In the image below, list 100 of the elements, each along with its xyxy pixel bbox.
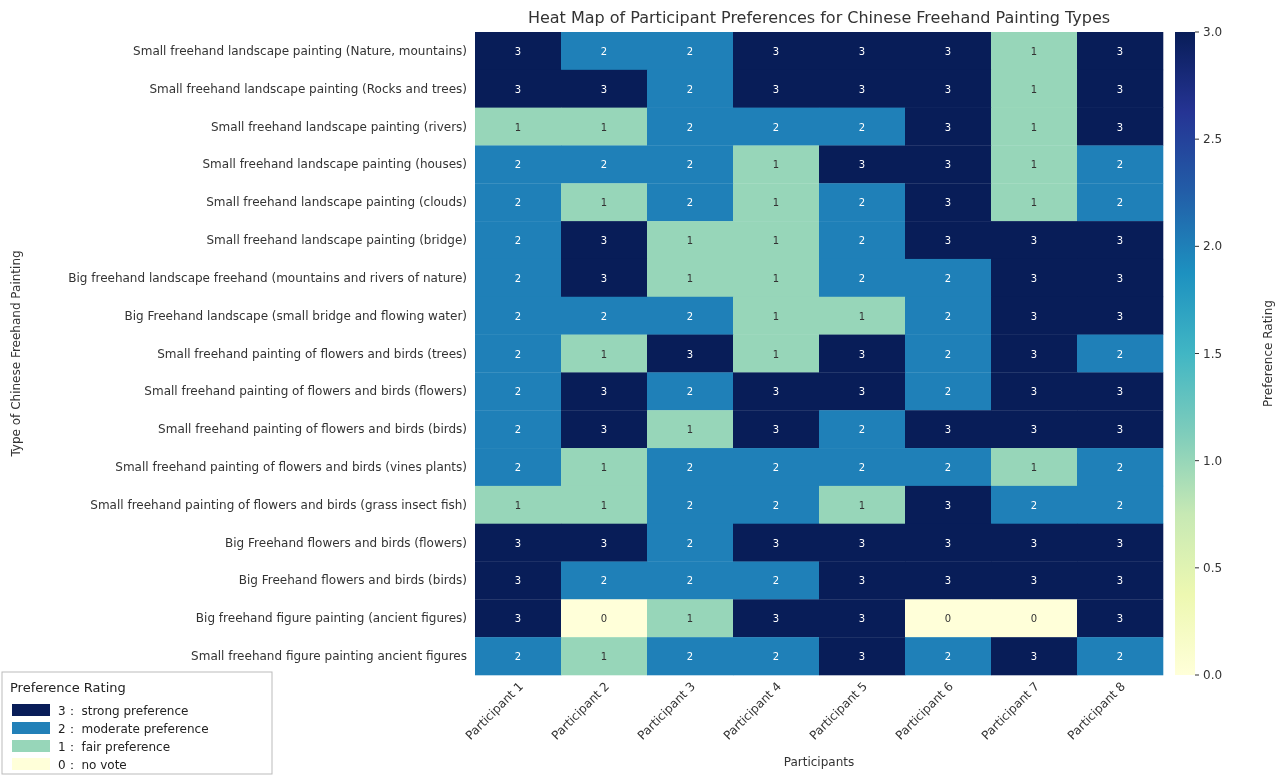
data-label: 3 <box>514 613 522 625</box>
data-label: 3 <box>1116 310 1124 322</box>
data-label: 2 <box>858 197 866 209</box>
data-label: 3 <box>600 83 608 95</box>
data-label: 1 <box>858 499 866 511</box>
data-label: 2 <box>858 272 866 284</box>
data-label: 2 <box>1116 197 1124 209</box>
color-bar-label: 3.0 <box>1203 25 1223 39</box>
data-label: 2 <box>686 83 694 95</box>
data-label: 3 <box>686 348 694 360</box>
data-label: 2 <box>944 386 952 398</box>
data-label: 2 <box>514 197 522 209</box>
data-label: 2 <box>600 575 608 587</box>
y-tick-label: Big freehand landscape freehand (mountains and rivers of nature) <box>68 270 467 285</box>
data-label: 1 <box>1030 197 1038 209</box>
data-label: 2 <box>686 537 694 549</box>
data-label: 2 <box>600 45 608 57</box>
data-label: 3 <box>1030 575 1038 587</box>
data-label: 3 <box>1030 386 1038 398</box>
data-label: 3 <box>772 386 780 398</box>
data-label: 2 <box>514 310 522 322</box>
data-label: 1 <box>772 348 780 360</box>
data-label: 3 <box>944 197 952 209</box>
y-tick-label: Small freehand painting of flowers and birds (grass insect fish) <box>90 497 467 512</box>
y-tick-label: Small freehand landscape painting (rivers) <box>210 119 467 134</box>
data-label: 3 <box>514 45 522 57</box>
data-label: 1 <box>1030 83 1038 95</box>
color-bar-title: Preference Rating <box>1261 300 1275 407</box>
data-label: 2 <box>944 348 952 360</box>
color-bar-label: 0.5 <box>1203 560 1223 575</box>
y-tick-label: Small freehand figure painting ancient figures <box>191 649 467 664</box>
legend-label: 2： moderate preference <box>58 722 209 736</box>
data-label: 1 <box>686 272 694 284</box>
data-label: 1 <box>686 613 694 625</box>
x-axis-title: Participants <box>783 755 855 769</box>
data-label: 2 <box>514 461 522 473</box>
data-label: 2 <box>686 197 694 209</box>
color-bar-label: 2.0 <box>1203 239 1223 254</box>
data-label: 2 <box>1116 159 1124 171</box>
y-tick-label: Small freehand painting of flowers and birds (flowers) <box>144 384 467 399</box>
data-label: 1 <box>600 197 608 209</box>
y-tick-label: Big Freehand flowers and birds (flowers) <box>225 535 467 550</box>
data-label: 3 <box>772 45 780 57</box>
y-axis-title: Type of Chinese Freehand Painting <box>9 250 23 458</box>
data-label: 3 <box>858 159 866 171</box>
data-label: 3 <box>858 348 866 360</box>
data-label: 2 <box>514 386 522 398</box>
data-label: 3 <box>858 45 866 57</box>
data-label: 3 <box>600 424 608 436</box>
data-label: 2 <box>600 310 608 322</box>
y-tick-label: Small freehand landscape painting (bridge) <box>206 233 467 248</box>
data-label: 3 <box>944 121 952 133</box>
data-label: 1 <box>514 121 522 133</box>
color-bar-label: 1.5 <box>1203 346 1223 361</box>
data-label: 2 <box>1116 461 1124 473</box>
data-label: 1 <box>1030 159 1038 171</box>
data-label: 3 <box>600 386 608 398</box>
data-label: 3 <box>1030 651 1038 663</box>
data-label: 2 <box>1030 499 1038 511</box>
data-label: 2 <box>858 461 866 473</box>
data-label: 3 <box>1116 235 1124 247</box>
data-label: 3 <box>1030 272 1038 284</box>
data-label: 3 <box>600 235 608 247</box>
data-label: 3 <box>772 424 780 436</box>
data-label: 2 <box>686 121 694 133</box>
data-label: 3 <box>1116 45 1124 57</box>
data-label: 0 <box>600 613 608 625</box>
data-label: 3 <box>858 651 866 663</box>
data-label: 2 <box>1116 348 1124 360</box>
data-label: 2 <box>772 651 780 663</box>
data-label: 3 <box>944 575 952 587</box>
data-label: 3 <box>858 537 866 549</box>
data-label: 2 <box>600 159 608 171</box>
data-label: 1 <box>600 461 608 473</box>
legend-label: 3： strong preference <box>58 704 189 718</box>
data-label: 2 <box>772 461 780 473</box>
data-label: 3 <box>600 272 608 284</box>
data-label: 0 <box>1030 613 1038 625</box>
data-label: 1 <box>1030 45 1038 57</box>
color-bar-label: 2.5 <box>1203 132 1223 147</box>
y-tick-label: Small freehand painting of flowers and birds (vines plants) <box>115 459 467 474</box>
data-label: 2 <box>514 651 522 663</box>
data-label: 2 <box>514 235 522 247</box>
data-label: 3 <box>1030 235 1038 247</box>
data-label: 2 <box>858 235 866 247</box>
y-tick-label: Small freehand painting of flowers and birds (birds) <box>158 422 467 437</box>
y-tick-label: Small freehand landscape painting (Rocks and trees) <box>149 81 467 96</box>
data-label: 1 <box>514 499 522 511</box>
data-label: 1 <box>600 348 608 360</box>
data-label: 3 <box>858 575 866 587</box>
data-label: 3 <box>944 537 952 549</box>
data-label: 2 <box>944 272 952 284</box>
data-label: 2 <box>514 159 522 171</box>
data-label: 3 <box>1030 310 1038 322</box>
data-label: 2 <box>686 159 694 171</box>
data-label: 2 <box>772 499 780 511</box>
data-label: 2 <box>686 651 694 663</box>
legend-title: Preference Rating <box>10 680 126 695</box>
data-label: 2 <box>772 575 780 587</box>
data-label: 1 <box>686 424 694 436</box>
